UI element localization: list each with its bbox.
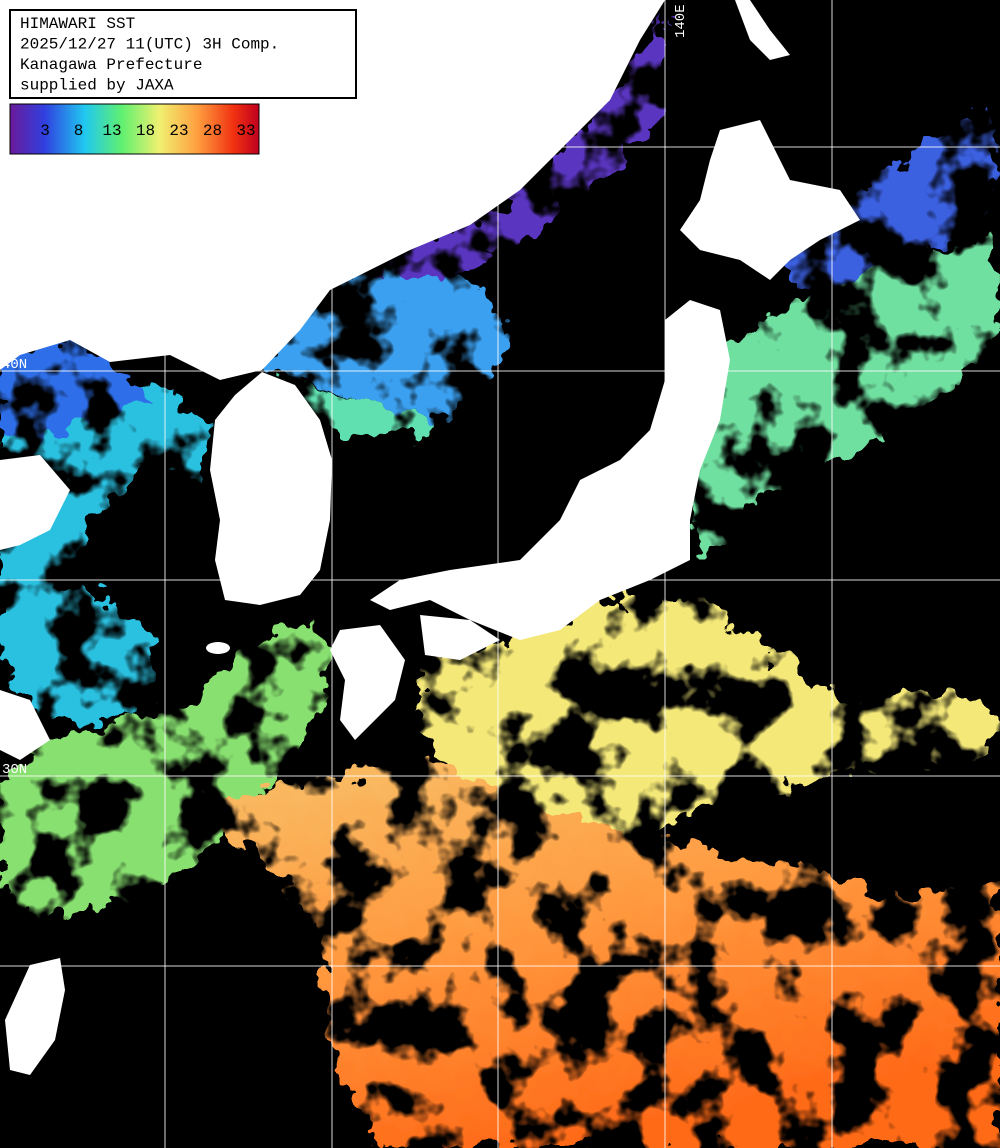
grid-label: 30N: [2, 762, 27, 778]
colorbar-tick-label: 28: [203, 122, 222, 140]
colorbar-tick-label: 23: [169, 122, 188, 140]
colorbar-tick-label: 18: [136, 122, 155, 140]
land-kyushu: [330, 625, 405, 740]
colorbar-tick-label: 8: [74, 122, 84, 140]
land-china-coast: [0, 690, 50, 760]
land-honshu: [370, 300, 730, 640]
header: HIMAWARI SST 2025/12/27 11(UTC) 3H Comp. K…: [20, 15, 279, 95]
header-box: [9, 9, 357, 99]
header-line: supplied by JAXA: [20, 77, 174, 95]
colorbar-labels: 3 8 13 18 23 28 33: [40, 122, 255, 140]
land-taiwan: [5, 958, 65, 1075]
header-line: HIMAWARI SST: [20, 15, 135, 33]
header-line: 2025/12/27 11(UTC) 3H Comp.: [20, 36, 279, 54]
land-jeju: [206, 642, 230, 654]
colorbar: [9, 103, 260, 155]
land-korea: [210, 372, 332, 605]
grid-label: 40N: [2, 357, 27, 373]
land-hokkaido: [680, 120, 860, 280]
land-sakhalin: [735, 0, 790, 60]
colorbar-tick-label: 13: [102, 122, 121, 140]
land-shandong: [0, 455, 70, 550]
header-line: Kanagawa Prefecture: [20, 56, 202, 74]
grid-label: 140E: [673, 4, 689, 38]
land-shikoku: [420, 615, 500, 660]
colorbar-tick-label: 3: [40, 122, 50, 140]
colorbar-tick-label: 33: [236, 122, 255, 140]
